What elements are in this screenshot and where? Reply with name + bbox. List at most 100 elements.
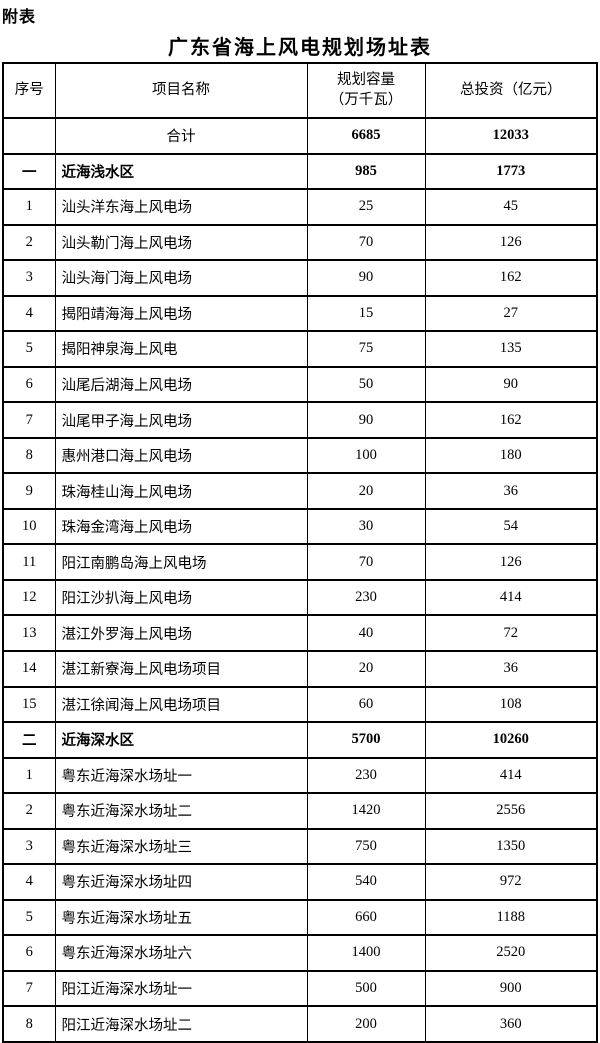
- cell-capacity: 70: [306, 223, 426, 262]
- cell-no: 1: [2, 756, 56, 795]
- table-header-row: 序号 项目名称 规划容量 （万千瓦） 总投资（亿元）: [2, 62, 598, 119]
- cell-capacity: 6685: [306, 117, 426, 155]
- cell-name: 粤东近海深水场址四: [54, 863, 308, 901]
- cell-investment: 135: [424, 330, 598, 368]
- cell-name: 近海深水区: [54, 721, 308, 759]
- table-row: 4 粤东近海深水场址四 540 972: [2, 863, 598, 901]
- cell-capacity: 100: [306, 436, 426, 475]
- table-row: 7 汕尾甲子海上风电场 90 162: [2, 401, 598, 439]
- cell-name: 阳江近海深水场址二: [54, 1005, 308, 1043]
- cell-no: 一: [2, 152, 56, 191]
- table-row: 10 珠海金湾海上风电场 30 54: [2, 507, 598, 546]
- cell-investment: 2556: [424, 792, 598, 830]
- cell-investment: 180: [424, 436, 598, 475]
- table-row: 4 揭阳靖海海上风电场 15 27: [2, 294, 598, 333]
- cell-name: 汕头勒门海上风电场: [54, 223, 308, 262]
- cell-name: 惠州港口海上风电场: [54, 436, 308, 475]
- page-label: 附表: [2, 9, 37, 26]
- cell-no: 14: [2, 649, 56, 688]
- cell-capacity: 30: [306, 507, 426, 546]
- cell-no: 9: [2, 472, 56, 510]
- table-row: 3 汕头海门海上风电场 90 162: [2, 259, 598, 297]
- cell-capacity: 230: [306, 756, 426, 795]
- table-row: 6 汕尾后湖海上风电场 50 90: [2, 365, 598, 404]
- cell-name: 合计: [54, 117, 308, 155]
- cell-no: 3: [2, 259, 56, 297]
- cell-no: 5: [2, 898, 56, 937]
- cell-no: 12: [2, 578, 56, 617]
- header-capacity: 规划容量 （万千瓦）: [306, 62, 426, 119]
- cell-capacity: 1400: [306, 934, 426, 972]
- cell-capacity: 90: [306, 401, 426, 439]
- table-row: 2 粤东近海深水场址二 1420 2556: [2, 792, 598, 830]
- cell-investment: 414: [424, 756, 598, 795]
- header-capacity-unit: （万千瓦）: [329, 91, 403, 108]
- cell-name: 汕头洋东海上风电场: [54, 188, 308, 226]
- cell-name: 珠海桂山海上风电场: [54, 472, 308, 510]
- cell-name: 近海浅水区: [54, 152, 308, 191]
- table-row: 1 粤东近海深水场址一 230 414: [2, 756, 598, 795]
- cell-investment: 72: [424, 614, 598, 652]
- cell-capacity: 60: [306, 685, 426, 724]
- cell-name: 湛江外罗海上风电场: [54, 614, 308, 652]
- cell-investment: 972: [424, 863, 598, 901]
- header-no-label: 序号: [14, 81, 44, 98]
- table-row: 一近海浅水区 985 1773: [2, 152, 598, 191]
- table-row: 8 阳江近海深水场址二 200 360: [2, 1005, 598, 1043]
- header-no: 序号: [2, 62, 56, 119]
- cell-name: 粤东近海深水场址二: [54, 792, 308, 830]
- cell-capacity: 750: [306, 827, 426, 866]
- table-row: 合计 6685 12033: [2, 117, 598, 155]
- cell-investment: 45: [424, 188, 598, 226]
- cell-no: 4: [2, 294, 56, 333]
- cell-investment: 414: [424, 578, 598, 617]
- cell-no: 5: [2, 330, 56, 368]
- table-row: 1 汕头洋东海上风电场 25 45: [2, 188, 598, 226]
- cell-name: 揭阳靖海海上风电场: [54, 294, 308, 333]
- cell-no: 10: [2, 507, 56, 546]
- cell-investment: 1350: [424, 827, 598, 866]
- cell-investment: 126: [424, 223, 598, 262]
- cell-no: 7: [2, 401, 56, 439]
- table-row: 二近海深水区 5700 10260: [2, 721, 598, 759]
- cell-capacity: 230: [306, 578, 426, 617]
- cell-investment: 2520: [424, 934, 598, 972]
- table-row: 9 珠海桂山海上风电场 20 36: [2, 472, 598, 510]
- cell-capacity: 985: [306, 152, 426, 191]
- cell-capacity: 90: [306, 259, 426, 297]
- header-project-name: 项目名称: [54, 62, 308, 119]
- cell-name: 粤东近海深水场址一: [54, 756, 308, 795]
- cell-name: 珠海金湾海上风电场: [54, 507, 308, 546]
- cell-investment: 1188: [424, 898, 598, 937]
- cell-no: 11: [2, 543, 56, 581]
- cell-investment: 108: [424, 685, 598, 724]
- cell-capacity: 5700: [306, 721, 426, 759]
- cell-no: 8: [2, 1005, 56, 1043]
- header-capacity-label: 规划容量: [337, 71, 395, 88]
- cell-capacity: 25: [306, 188, 426, 226]
- table-row: 15 湛江徐闻海上风电场项目 60 108: [2, 685, 598, 724]
- header-investment: 总投资（亿元）: [424, 62, 598, 119]
- cell-capacity: 1420: [306, 792, 426, 830]
- table-row: 14 湛江新寮海上风电场项目 20 36: [2, 649, 598, 688]
- planning-site-table: 序号 项目名称 规划容量 （万千瓦） 总投资（亿元） 合计 6685 12033 一近…: [2, 62, 598, 1043]
- table-row: 3 粤东近海深水场址三 750 1350: [2, 827, 598, 866]
- cell-name: 湛江徐闻海上风电场项目: [54, 685, 308, 724]
- cell-investment: 36: [424, 649, 598, 688]
- cell-name: 揭阳神泉海上风电: [54, 330, 308, 368]
- cell-no: 2: [2, 792, 56, 830]
- cell-capacity: 200: [306, 1005, 426, 1043]
- cell-capacity: 15: [306, 294, 426, 333]
- cell-investment: 27: [424, 294, 598, 333]
- cell-name: 粤东近海深水场址三: [54, 827, 308, 866]
- table-row: 7 阳江近海深水场址一 500 900: [2, 969, 598, 1008]
- table-row: 8 惠州港口海上风电场 100 180: [2, 436, 598, 475]
- header-investment-label: 总投资（亿元）: [460, 81, 562, 98]
- cell-no: 8: [2, 436, 56, 475]
- cell-name: 粤东近海深水场址五: [54, 898, 308, 937]
- cell-investment: 10260: [424, 721, 598, 759]
- page-title: 广东省海上风电规划场址表: [168, 37, 432, 59]
- cell-name: 湛江新寮海上风电场项目: [54, 649, 308, 688]
- cell-no: 1: [2, 188, 56, 226]
